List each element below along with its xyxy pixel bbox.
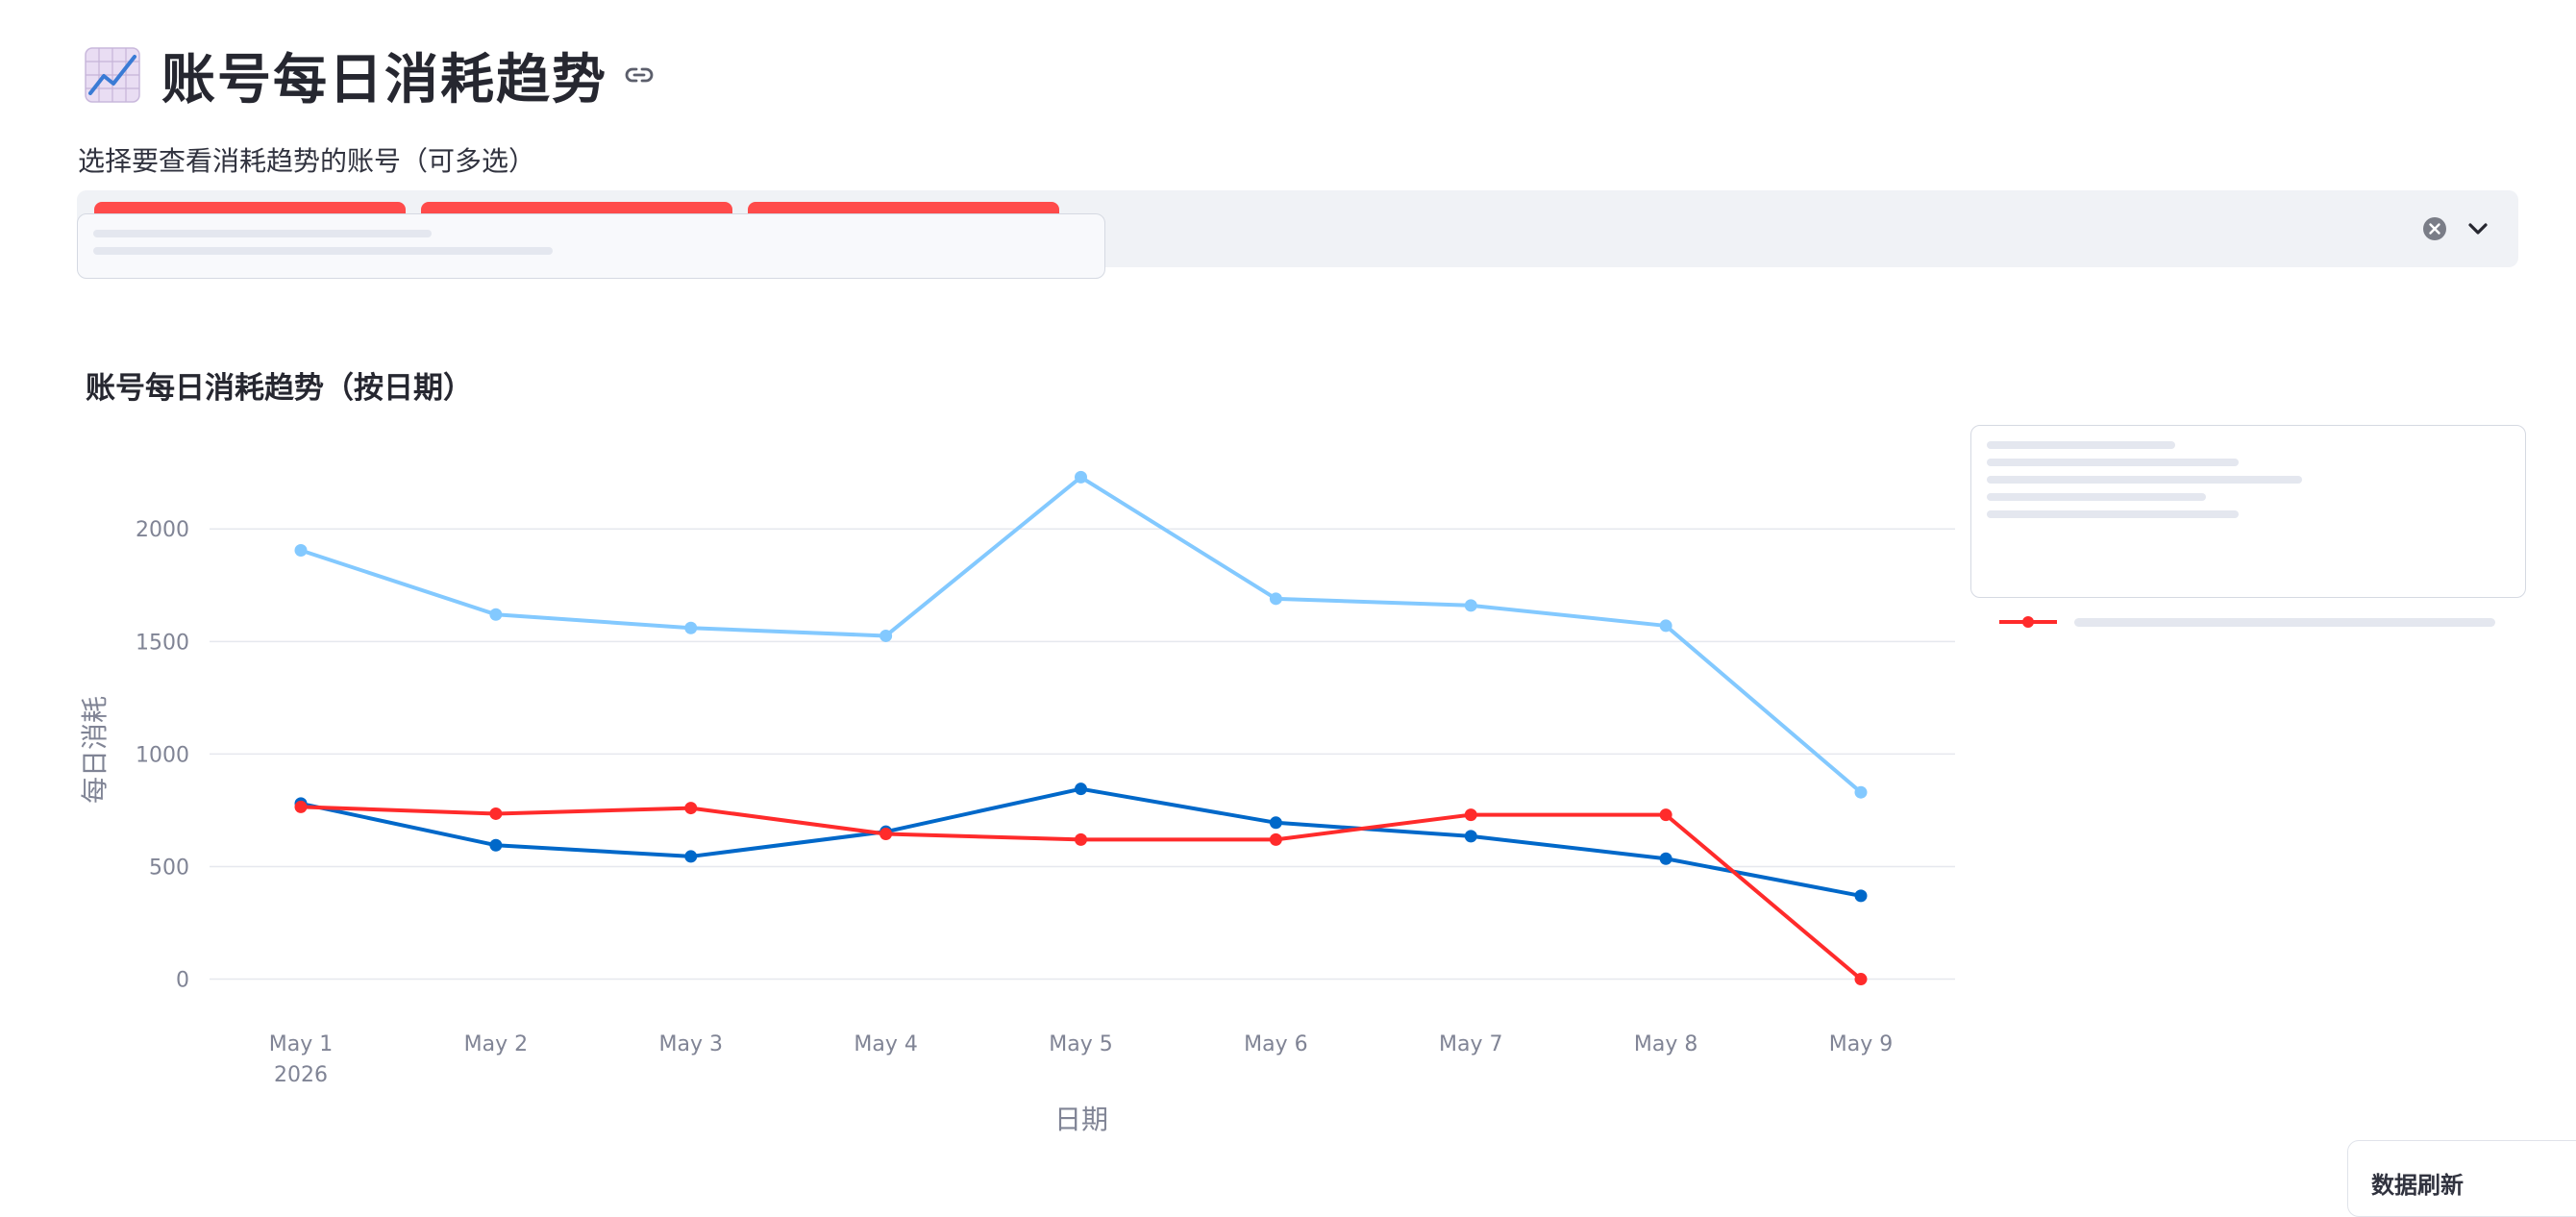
chart-title: 账号每日消耗趋势（按日期） [86,371,473,406]
data-point[interactable] [294,800,308,813]
y-tick-label: 1500 [136,631,189,655]
x-tick-label: May 5 [1049,1032,1112,1056]
data-point[interactable] [1075,470,1087,484]
data-point[interactable] [1659,852,1672,865]
data-point[interactable] [294,543,308,557]
y-axis-label: 每日消耗 [79,696,111,804]
x-tick-label: May 7 [1439,1032,1502,1056]
x-tick-label: May 8 [1634,1032,1697,1056]
data-point[interactable] [1269,592,1282,606]
data-point[interactable] [489,608,503,621]
data-point[interactable] [489,807,503,820]
y-tick-label: 1000 [136,743,189,767]
refresh-card[interactable]: 数据刷新 [2347,1140,2576,1217]
x-tick-label: May 6 [1244,1032,1307,1056]
data-point[interactable] [489,838,503,852]
skeleton-line [1987,441,2175,449]
refresh-card-label: 数据刷新 [2371,1172,2464,1199]
skeleton-line [1987,493,2206,501]
x-tick-label: May 3 [659,1032,723,1056]
series-line-0 [300,475,1863,794]
chart-increasing-emoji-icon [85,47,140,103]
chevron-down-icon[interactable] [2465,215,2491,242]
series-line-2 [300,805,1863,981]
x-tick-labels: May 1 May 2 May 3 May 4 May 5 May 6 May 7 May 8… [269,1032,1893,1087]
data-point[interactable] [1269,832,1282,846]
data-point[interactable] [1075,832,1087,846]
data-point[interactable] [1464,599,1477,612]
data-point[interactable] [1854,889,1868,903]
legend-entry[interactable] [1997,611,2497,633]
data-point[interactable] [879,828,893,841]
y-tick-label: 500 [149,856,189,880]
data-point[interactable] [684,850,698,863]
x-tick-label: May 1 [269,1032,333,1056]
skeleton-line [1987,459,2239,466]
dropdown-loading-placeholder [77,213,1105,279]
data-point[interactable] [1464,830,1477,843]
gridlines [210,528,1955,981]
data-point[interactable] [1854,973,1868,986]
x-year-label: 2026 [274,1063,328,1087]
account-select-label: 选择要查看消耗趋势的账号（可多选） [78,145,536,177]
y-tick-label: 2000 [136,518,189,542]
data-point[interactable] [1659,619,1672,633]
page-header: 账号每日消耗趋势 [85,37,656,113]
skeleton-line [93,247,553,255]
clear-circle-icon[interactable] [2422,216,2447,241]
y-tick-label: 0 [176,969,189,993]
skeleton-line [1987,510,2239,518]
data-point[interactable] [1659,808,1672,822]
data-point[interactable] [1464,808,1477,822]
data-point[interactable] [1269,816,1282,830]
legend-label-skeleton [2074,618,2495,627]
data-point[interactable] [1854,785,1868,799]
legend-swatch-point [2022,616,2034,628]
series-group [294,470,1868,986]
x-tick-label: May 4 [854,1032,917,1056]
page-title: 账号每日消耗趋势 [161,48,607,112]
data-point[interactable] [684,621,698,634]
x-axis-label: 日期 [1054,1104,1108,1135]
link-icon[interactable] [623,59,656,91]
data-point[interactable] [684,802,698,815]
x-tick-label: May 2 [464,1032,528,1056]
y-tick-labels: 0 500 1000 1500 2000 [136,518,189,992]
skeleton-line [1987,476,2302,484]
data-point[interactable] [879,629,893,642]
data-point[interactable] [1075,782,1087,796]
legend-box [1970,425,2526,598]
x-tick-label: May 9 [1829,1032,1893,1056]
skeleton-line [93,230,432,237]
